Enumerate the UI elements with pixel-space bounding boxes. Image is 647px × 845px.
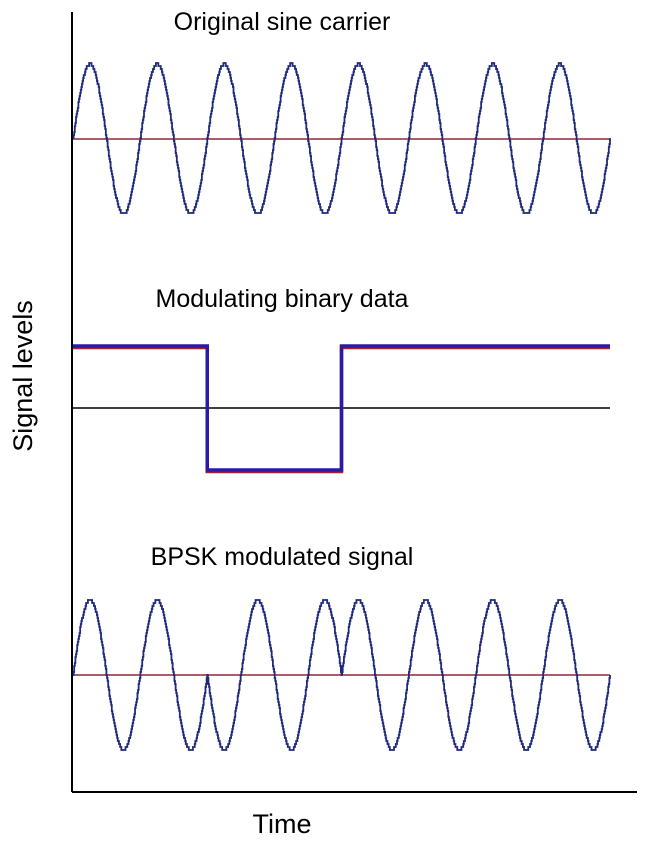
panel-title-binary: Modulating binary data xyxy=(156,285,409,313)
panel-title-bpsk: BPSK modulated signal xyxy=(151,543,414,571)
binary-data-series xyxy=(73,344,610,472)
panel-carrier xyxy=(72,62,611,214)
panel-binary xyxy=(73,344,610,474)
carrier-wave-series xyxy=(72,62,611,214)
panel-bpsk xyxy=(72,599,611,751)
y-axis-label: Signal levels xyxy=(8,300,38,452)
x-axis-label: Time xyxy=(253,809,312,839)
panel-title-carrier: Original sine carrier xyxy=(174,8,391,36)
bpsk-wave-series xyxy=(72,599,611,751)
